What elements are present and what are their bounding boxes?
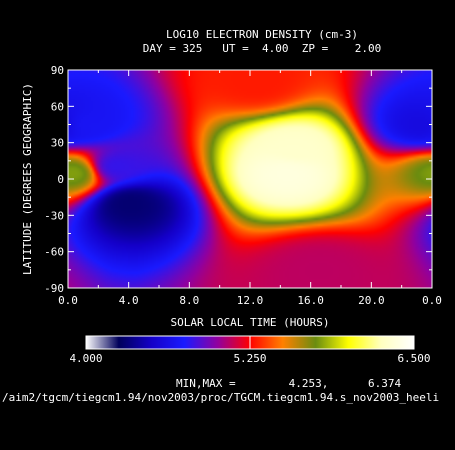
x-tick-label: 20.0	[358, 294, 385, 307]
plot-area	[67, 69, 433, 289]
y-axis: 90 60 30 0 -30 -60 -90	[44, 64, 432, 295]
x-tick-label: 4.0	[119, 294, 139, 307]
colorbar-max-label: 6.500	[397, 352, 430, 365]
y-tick-label: -60	[44, 246, 64, 259]
chart-subtitle: DAY = 325 UT = 4.00 ZP = 2.00	[143, 42, 381, 55]
y-tick-label: -90	[44, 282, 64, 295]
path-text: /aim2/tgcm/tiegcm1.94/nov2003/proc/TGCM.…	[2, 391, 439, 404]
x-tick-label: 16.0	[297, 294, 324, 307]
x-tick-label: 0.0	[422, 294, 442, 307]
y-tick-label: -30	[44, 209, 64, 222]
x-tick-label: 12.0	[237, 294, 264, 307]
colorbar-mid-label: 5.250	[233, 352, 266, 365]
y-tick-label: 30	[51, 137, 64, 150]
colorbar: 4.000 5.250 6.500	[69, 335, 431, 365]
x-axis-label: SOLAR LOCAL TIME (HOURS)	[171, 316, 330, 329]
y-tick-label: 60	[51, 100, 64, 113]
y-tick-label: 0	[57, 173, 64, 186]
chart-title: LOG10 ELECTRON DENSITY (cm-3)	[166, 28, 358, 41]
y-tick-label: 90	[51, 64, 64, 77]
minmax-text: MIN,MAX = 4.253, 6.374	[176, 377, 402, 390]
x-axis: 0.0 4.0 8.0 12.0 16.0 20.0 0.0	[58, 70, 442, 307]
x-tick-label: 8.0	[179, 294, 199, 307]
x-tick-label: 0.0	[58, 294, 78, 307]
y-axis-label: LATITUDE (DEGREES GEOGRAPHIC)	[21, 83, 34, 275]
heatmap-image	[68, 70, 432, 288]
colorbar-min-label: 4.000	[69, 352, 102, 365]
